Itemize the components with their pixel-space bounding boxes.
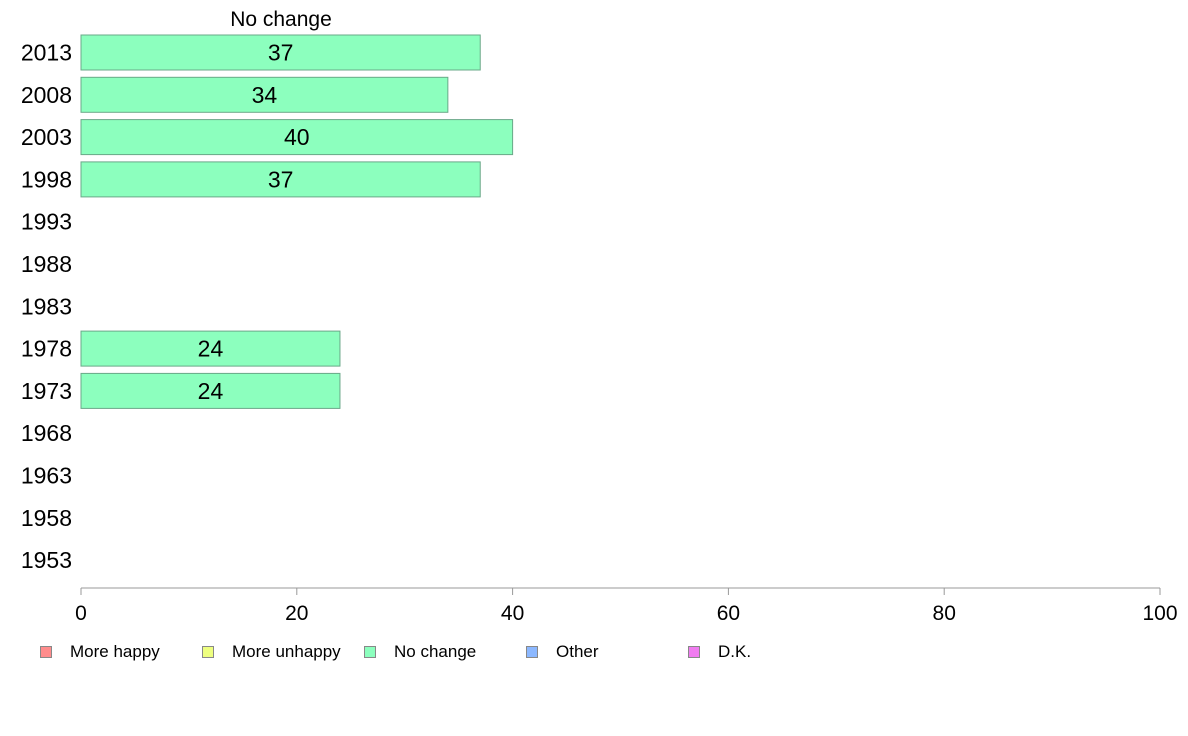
- bar-value-label: 37: [268, 40, 294, 66]
- bar-value-label: 40: [284, 124, 310, 150]
- y-tick-label: 2008: [21, 82, 72, 108]
- y-tick-label: 2003: [21, 124, 72, 150]
- x-tick-label: 100: [1142, 602, 1177, 625]
- x-tick-label: 80: [933, 602, 956, 625]
- bar-1998: [80, 161, 481, 198]
- bar-value-label: 24: [198, 336, 224, 362]
- legend-item-no-change: No change: [364, 640, 476, 664]
- legend-swatch: [688, 646, 700, 658]
- y-tick-label: 2013: [21, 40, 72, 66]
- x-axis: 0 20 40 60 80 100: [75, 587, 1178, 625]
- legend-swatch: [364, 646, 376, 658]
- legend-label: More unhappy: [232, 642, 341, 661]
- y-tick-label: 1963: [21, 463, 72, 489]
- y-tick-label: 1993: [21, 209, 72, 235]
- bar-2003: [80, 119, 514, 156]
- bar-1978: [80, 330, 341, 367]
- legend-swatch: [202, 646, 214, 658]
- legend-swatch: [526, 646, 538, 658]
- bar-value-label: 37: [268, 166, 294, 192]
- legend-label: No change: [394, 642, 477, 661]
- y-tick-label: 1973: [21, 378, 72, 404]
- legend-item-dk: D.K.: [688, 640, 751, 664]
- x-tick-label: 60: [717, 602, 740, 625]
- x-tick-label: 0: [75, 602, 87, 625]
- y-tick-label: 1953: [21, 547, 72, 573]
- legend-swatch: [40, 646, 52, 658]
- legend-label: D.K.: [718, 642, 752, 661]
- chart-title: No change: [230, 8, 332, 31]
- legend-label: More happy: [70, 642, 160, 661]
- y-tick-label: 1998: [21, 166, 72, 192]
- legend-item-other: Other: [526, 640, 599, 664]
- legend-label: Other: [556, 642, 599, 661]
- x-tick-label: 40: [501, 602, 524, 625]
- bar-2013: [80, 34, 481, 71]
- y-tick-label: 1958: [21, 505, 72, 531]
- bar-value-label: 34: [252, 82, 278, 108]
- bar-2008: [80, 76, 449, 113]
- legend: More happy More unhappy No change Other …: [40, 640, 800, 664]
- bar-1973: [80, 372, 341, 409]
- y-tick-label: 1983: [21, 293, 72, 319]
- y-tick-label: 1978: [21, 336, 72, 362]
- y-tick-label: 1968: [21, 420, 72, 446]
- y-tick-label: 1988: [21, 251, 72, 277]
- x-tick-label: 20: [285, 602, 308, 625]
- legend-item-more-happy: More happy: [40, 640, 160, 664]
- bar-value-label: 24: [198, 378, 224, 404]
- legend-item-more-unhappy: More unhappy: [202, 640, 341, 664]
